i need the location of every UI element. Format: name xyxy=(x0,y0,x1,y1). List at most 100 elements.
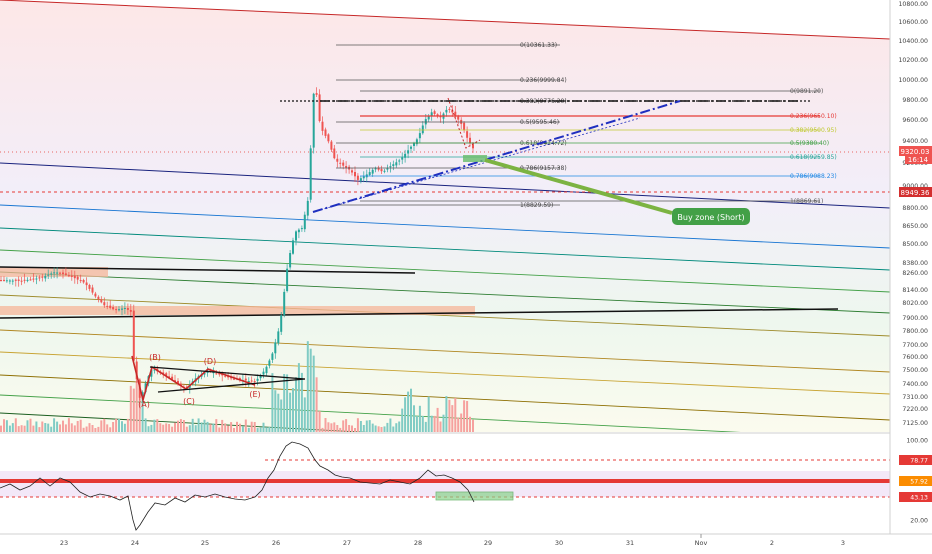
channel-line xyxy=(0,412,369,432)
candle-body xyxy=(171,376,174,380)
rsi-level-badge xyxy=(899,492,932,502)
volume-bar xyxy=(206,421,209,432)
candle-body xyxy=(256,378,259,381)
channel-line xyxy=(0,329,890,373)
volume-bar xyxy=(144,418,147,432)
volume-bar xyxy=(8,425,11,432)
candle-body xyxy=(212,372,215,374)
rsi-tick-label: 100.00 xyxy=(906,438,928,445)
blue-dotted-trendline xyxy=(312,117,641,213)
channel-line xyxy=(0,351,890,395)
price-tick-label: 8380.00 xyxy=(902,260,928,267)
volume-bar xyxy=(106,424,109,432)
regression-channel-fill xyxy=(0,0,890,432)
volume-bar xyxy=(309,348,312,432)
volume-bar xyxy=(413,405,415,432)
candle-body xyxy=(345,166,348,168)
volume-bar xyxy=(17,426,20,432)
volume-bar xyxy=(244,419,247,432)
buy-zone-callout[interactable]: Buy zone (Short) xyxy=(672,208,750,225)
volume-bar xyxy=(185,426,188,432)
candle-body xyxy=(271,353,274,360)
rsi-pane[interactable] xyxy=(0,441,890,531)
volume-bar xyxy=(469,416,471,432)
current-price-value: 9320.03 xyxy=(901,148,930,156)
volume-bar xyxy=(112,422,115,432)
price-tick-label: 7800.00 xyxy=(902,328,928,335)
candle-body xyxy=(309,148,312,200)
candle-body xyxy=(436,114,439,117)
volume-bar xyxy=(277,393,280,432)
candle-body xyxy=(47,274,50,276)
candle-body xyxy=(76,276,79,280)
candle-body xyxy=(295,231,297,241)
volume-bar xyxy=(424,421,427,432)
volume-bar xyxy=(374,425,377,432)
price-tick-label: 9600.00 xyxy=(902,117,928,124)
volume-bar xyxy=(123,423,126,432)
blue-trendline[interactable] xyxy=(312,100,681,213)
time-tick-label: 23 xyxy=(60,539,68,547)
rsi-tick-label: 20.00 xyxy=(910,518,928,525)
volume-bar xyxy=(315,377,318,432)
candle-body xyxy=(312,93,315,148)
candle-body xyxy=(53,272,56,274)
horizontal-trendline-lower[interactable] xyxy=(0,308,839,319)
candle-body xyxy=(129,310,132,312)
volume-bar xyxy=(421,415,424,432)
candle-body xyxy=(410,146,412,149)
projection-path xyxy=(447,97,481,149)
volume-bar xyxy=(29,418,32,432)
candle-body xyxy=(94,293,97,297)
volume-bar xyxy=(50,426,53,432)
volume-bar xyxy=(342,420,345,432)
candle-body xyxy=(56,272,59,274)
channel-line xyxy=(0,271,890,314)
candle-body xyxy=(336,158,339,162)
volume-bar xyxy=(150,424,153,432)
price-tick-label: 10200.00 xyxy=(898,57,928,64)
volume-bar xyxy=(348,425,351,432)
volume-bar xyxy=(44,423,47,432)
buy-zone-arrow xyxy=(484,158,673,215)
price-tick-label: 8020.00 xyxy=(902,300,928,307)
candle-body xyxy=(386,168,389,170)
time-tick-label: 28 xyxy=(414,539,422,547)
candle-body xyxy=(238,378,241,380)
candle-body xyxy=(404,153,407,158)
channel-line xyxy=(0,294,890,337)
volume-bar xyxy=(415,416,418,432)
volume-bar xyxy=(82,427,85,432)
volume-bar xyxy=(103,418,106,432)
candle-body xyxy=(50,273,53,275)
price-pane[interactable]: 0(10361.33)0.236(9999.84)0.382(9776.20)0… xyxy=(0,0,890,460)
candle-body xyxy=(221,374,224,376)
candle-body xyxy=(153,369,156,371)
candle-body xyxy=(327,134,330,142)
volume-bar xyxy=(11,423,14,432)
volume-bar xyxy=(203,419,206,432)
volume-bar xyxy=(138,378,141,432)
price-axis[interactable]: 10800.00 10600.00 10400.00 10200.00 10000.00… xyxy=(898,1,928,427)
price-tick-label: 7125.00 xyxy=(902,420,928,427)
wave-label: (A) xyxy=(138,400,150,409)
candle-body xyxy=(292,240,294,254)
candle-body xyxy=(280,315,283,332)
candle-body xyxy=(118,309,120,311)
horizontal-trendline-upper[interactable] xyxy=(0,266,416,274)
volume-bar xyxy=(401,408,404,432)
volume-bar xyxy=(271,373,274,432)
candle-body xyxy=(286,268,289,291)
candle-body xyxy=(233,378,235,380)
volume-bar xyxy=(88,423,91,432)
fib-retracement-secondary: 0(9891.20) 0.236(9650.10) 0.382(9500.95) 0.… xyxy=(360,88,837,205)
volume-bar xyxy=(407,391,410,432)
volume-bar xyxy=(359,421,362,432)
candle-body xyxy=(259,375,262,379)
volume-bar xyxy=(354,428,356,432)
time-axis[interactable]: 23 24 25 26 27 28 29 30 31 Nov 2 3 xyxy=(60,534,845,547)
candle-body xyxy=(277,331,280,344)
volume-bar xyxy=(262,422,265,432)
volume-bars xyxy=(0,341,474,432)
